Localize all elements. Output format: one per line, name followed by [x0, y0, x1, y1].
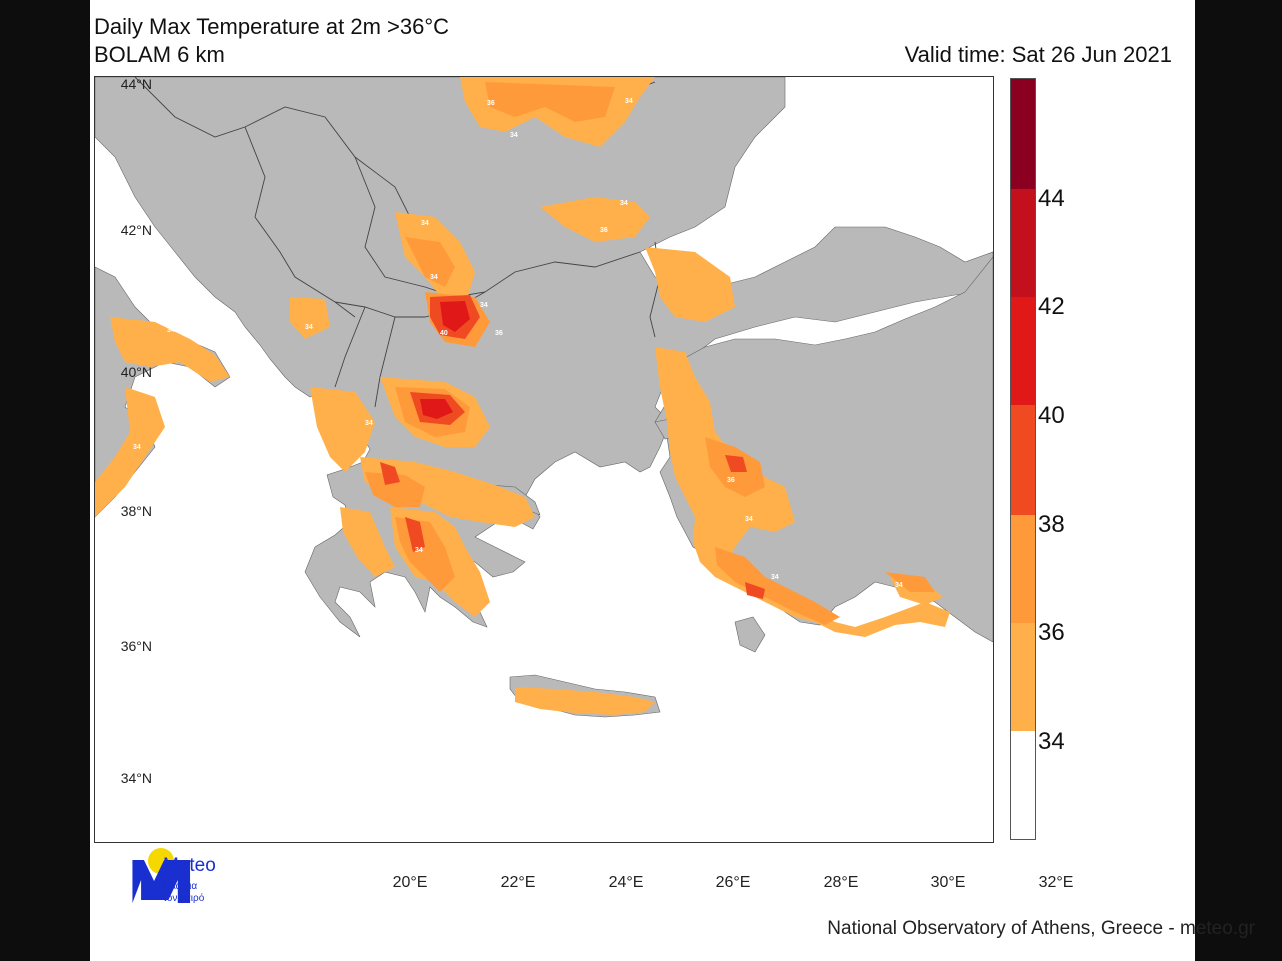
colorbar-bin-36-38	[1011, 515, 1035, 623]
lon-label: 30°E	[930, 874, 966, 891]
contour-label: 34	[480, 302, 488, 309]
contour-label: 34	[421, 220, 429, 227]
logo-m-icon	[132, 860, 191, 903]
contour-labels: 36 34 34 34 36 34 34 34 40 34 36 34 34 3…	[133, 98, 903, 589]
lon-label: 20°E	[392, 874, 428, 891]
contour-label: 34	[415, 547, 423, 554]
forecast-map: 36 34 34 34 36 34 34 34 40 34 36 34 34 3…	[94, 76, 994, 843]
contour-label: 34	[895, 582, 903, 589]
contour-label: 40	[440, 330, 448, 337]
contour-label: 36	[487, 100, 495, 107]
meteo-logo	[132, 848, 191, 903]
contour-label: 34	[365, 420, 373, 427]
contour-label: 34	[305, 324, 313, 331]
lat-label: 44°N	[120, 76, 152, 92]
land-anatolia	[654, 256, 993, 643]
contour-label: 34	[167, 327, 175, 334]
lon-label: 24°E	[608, 874, 644, 891]
lat-label: 34°N	[120, 770, 152, 786]
contour-label: 36	[600, 227, 608, 234]
model-subtitle: BOLAM 6 km	[94, 42, 225, 67]
lon-label: 28°E	[823, 874, 859, 891]
shading-40-42	[420, 301, 470, 419]
contour-label: 34	[745, 516, 753, 523]
colorbar-bin-42-44	[1011, 189, 1035, 297]
contour-label: 34	[625, 98, 633, 105]
logo-tagline-line1: Όλα για	[163, 881, 198, 892]
logo-tagline: Όλα για τον καιρό	[163, 881, 243, 905]
logo-wordmark: Meteo	[163, 855, 216, 876]
contour-label: 36	[727, 477, 735, 484]
lat-label: 42°N	[120, 222, 152, 238]
colorbar-bin-40-42	[1011, 297, 1035, 405]
colorbar-bin-44-46	[1011, 79, 1035, 189]
lon-label: 26°E	[715, 874, 751, 891]
colorbar-tick: 42	[1038, 293, 1065, 320]
land-rhodes	[734, 616, 766, 653]
credit-text: National Observatory of Athens, Greece -…	[827, 918, 1255, 939]
lon-label: 32°E	[1038, 874, 1074, 891]
contour-label: 34	[133, 444, 141, 451]
colorbar-bin-38-40	[1011, 405, 1035, 515]
lat-label: 36°N	[120, 638, 152, 654]
colorbar-tick: 38	[1038, 511, 1065, 538]
contour-label: 34	[430, 274, 438, 281]
colorbar-bin-34-36	[1011, 623, 1035, 731]
contour-label: 34	[620, 200, 628, 207]
colorbar-tick: 34	[1038, 728, 1065, 755]
contour-label: 34	[771, 574, 779, 581]
map-canvas: 36 34 34 34 36 34 34 34 40 34 36 34 34 3…	[95, 77, 993, 718]
lat-label: 40°N	[120, 364, 152, 380]
contour-label: 36	[495, 330, 503, 337]
colorbar-tick: 40	[1038, 402, 1065, 429]
contour-label: 34	[510, 132, 518, 139]
valid-time: Valid time: Sat 26 Jun 2021	[904, 42, 1172, 67]
lat-label: 38°N	[120, 503, 152, 519]
logo-tagline-line2: τον καιρό	[163, 893, 205, 904]
colorbar-tick: 36	[1038, 619, 1065, 646]
map-title: Daily Max Temperature at 2m >36°C	[94, 14, 450, 39]
colorbar-bin-below-34	[1011, 731, 1035, 839]
colorbar-tick: 44	[1038, 185, 1065, 212]
lon-label: 22°E	[500, 874, 536, 891]
colorbar	[1010, 78, 1036, 840]
